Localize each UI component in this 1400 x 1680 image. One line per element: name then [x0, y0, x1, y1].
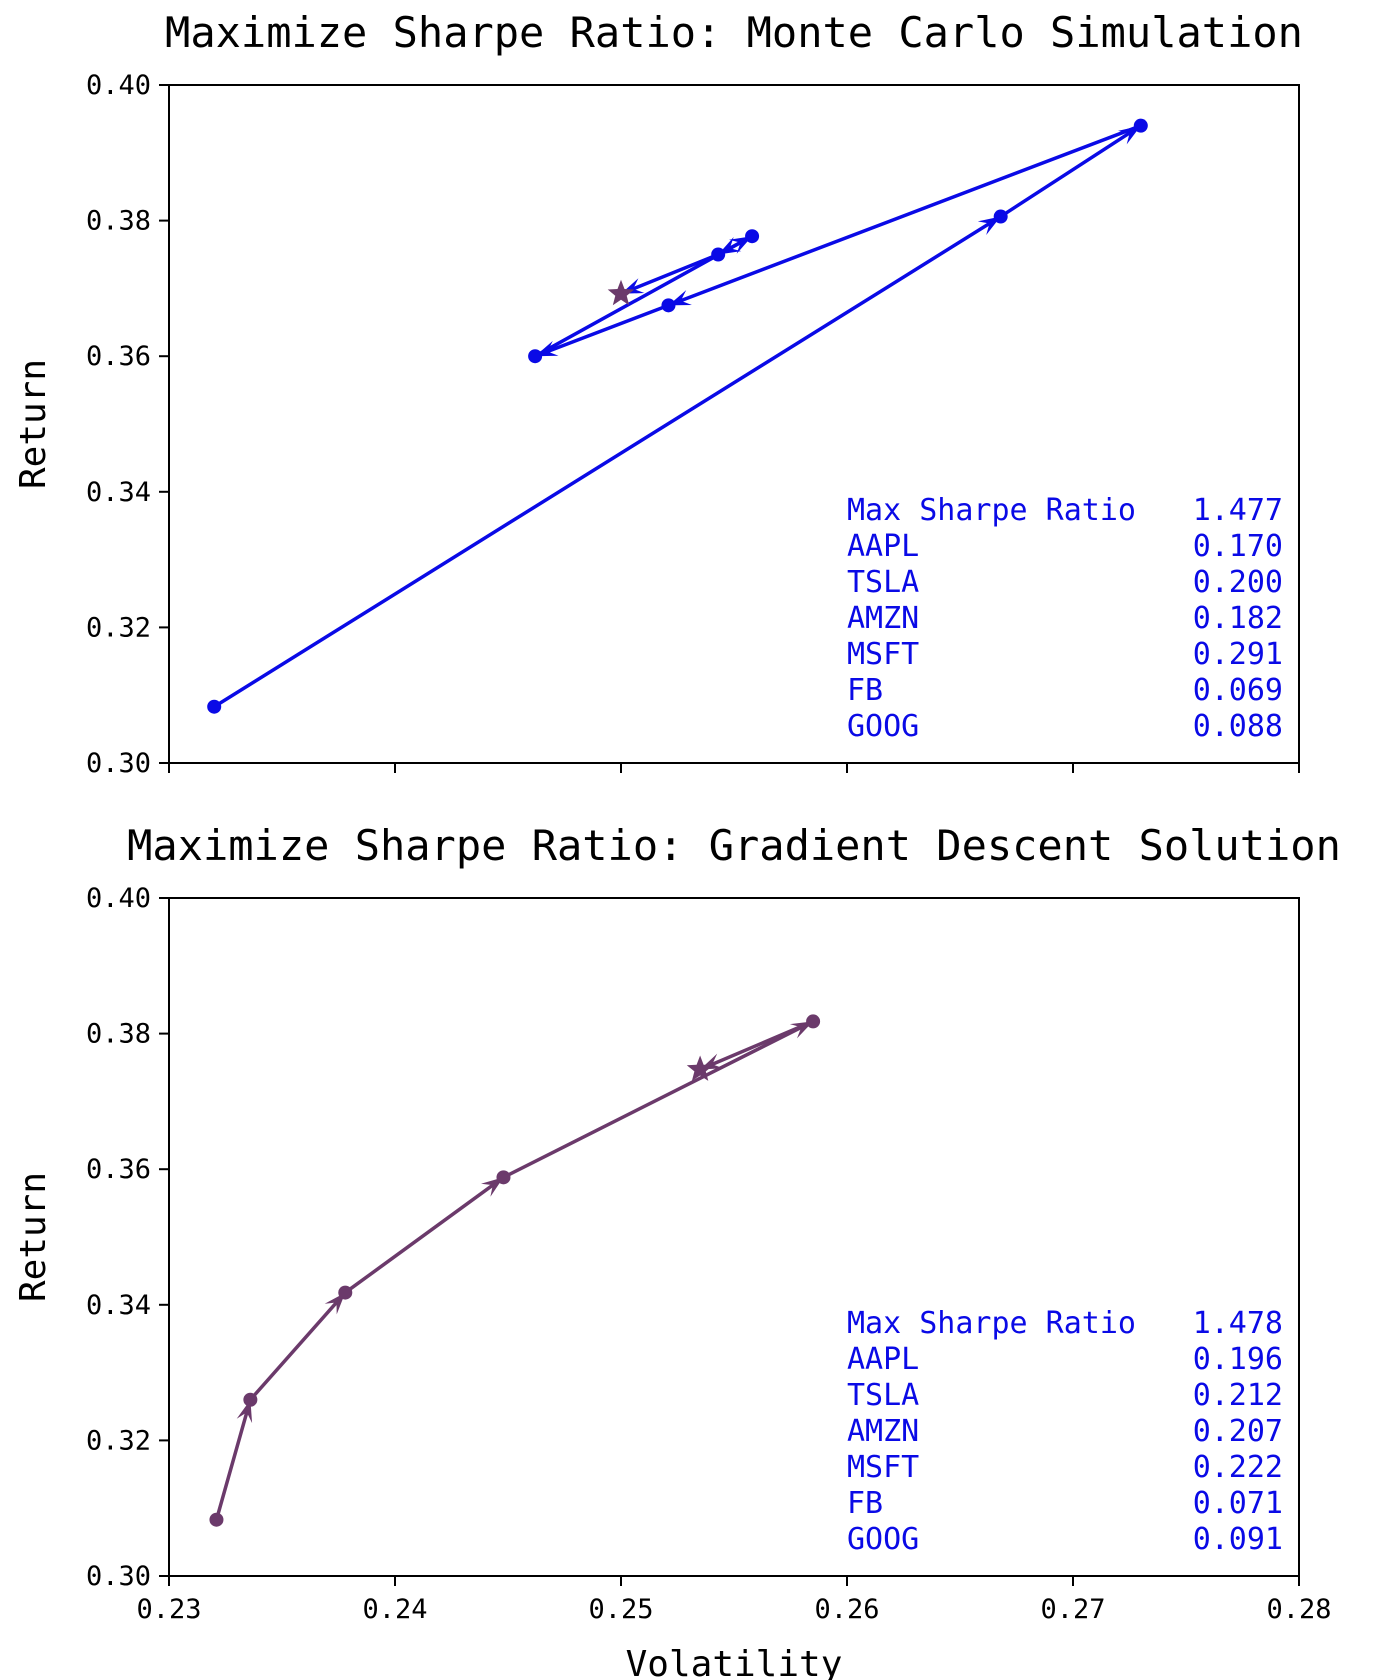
path-segment — [212, 214, 1003, 709]
chart-title: Maximize Sharpe Ratio: Gradient Descent … — [127, 821, 1341, 870]
path-point — [209, 1512, 224, 1527]
chart-title: Maximize Sharpe Ratio: Monte Carlo Simul… — [165, 8, 1303, 57]
stat-label: MSFT — [847, 1450, 919, 1485]
y-tick-label: 0.34 — [86, 477, 151, 508]
y-tick-label: 0.38 — [86, 206, 151, 237]
stat-label: MSFT — [847, 637, 919, 672]
stat-value: 1.477 — [1193, 493, 1283, 528]
path-point — [528, 349, 543, 364]
path-segment — [533, 303, 671, 358]
stat-label: AMZN — [847, 1414, 919, 1449]
path-point — [338, 1285, 353, 1300]
stat-label: Max Sharpe Ratio — [847, 1306, 1136, 1341]
stat-value: 0.200 — [1193, 565, 1283, 600]
optimum-star — [607, 279, 635, 306]
stat-label: FB — [847, 1486, 883, 1521]
x-tick-label: 0.24 — [362, 1594, 427, 1625]
stat-value: 0.291 — [1193, 637, 1283, 672]
stat-value: 0.071 — [1193, 1486, 1283, 1521]
x-axis-label: Volatility — [626, 1644, 843, 1680]
x-tick-label: 0.28 — [1266, 1594, 1331, 1625]
stat-value: 0.196 — [1193, 1342, 1283, 1377]
y-axis-label: Return — [13, 359, 54, 489]
stat-value: 0.170 — [1193, 529, 1283, 564]
stat-label: AAPL — [847, 529, 919, 564]
path-segment — [698, 1019, 815, 1072]
path-point — [1133, 118, 1148, 133]
y-tick-label: 0.32 — [86, 612, 151, 643]
path-point — [496, 1170, 511, 1185]
path-segment — [666, 123, 1143, 308]
monte-carlo-panel: Maximize Sharpe Ratio: Monte Carlo Simul… — [13, 8, 1303, 779]
y-axis-label: Return — [13, 1172, 54, 1302]
path-point — [993, 209, 1008, 224]
plot-frame — [168, 897, 1300, 1577]
stat-value: 0.212 — [1193, 1378, 1283, 1413]
path-point — [661, 298, 676, 313]
stat-value: 0.088 — [1193, 709, 1283, 744]
path-arrowhead — [481, 1177, 504, 1197]
path-point — [243, 1392, 258, 1407]
stat-label: AAPL — [847, 1342, 919, 1377]
y-tick-label: 0.38 — [86, 1019, 151, 1050]
path-segment — [998, 123, 1143, 219]
y-tick-label: 0.36 — [86, 1154, 151, 1185]
y-tick-label: 0.30 — [86, 748, 151, 779]
path-segment — [214, 1397, 253, 1522]
stat-value: 0.069 — [1193, 673, 1283, 708]
stat-label: GOOG — [847, 709, 919, 744]
stat-label: AMZN — [847, 601, 919, 636]
y-tick-label: 0.30 — [86, 1561, 151, 1592]
x-tick-label: 0.26 — [814, 1594, 879, 1625]
y-tick-label: 0.34 — [86, 1290, 151, 1321]
path-arrowhead — [977, 216, 1001, 235]
stat-value: 0.207 — [1193, 1414, 1283, 1449]
path-arrowhead — [324, 1292, 346, 1315]
stat-label: FB — [847, 673, 883, 708]
stat-value: 0.091 — [1193, 1522, 1283, 1557]
x-tick-label: 0.23 — [136, 1594, 201, 1625]
x-tick-label: 0.27 — [1040, 1594, 1105, 1625]
path-point — [711, 247, 726, 262]
gradient-descent-panel: Maximize Sharpe Ratio: Gradient Descent … — [13, 821, 1341, 1680]
path-segment — [343, 1175, 506, 1295]
x-tick-label: 0.25 — [588, 1594, 653, 1625]
path-point — [745, 229, 760, 244]
path-point — [207, 699, 222, 714]
y-tick-label: 0.40 — [86, 883, 151, 914]
y-tick-label: 0.40 — [86, 70, 151, 101]
path-point — [806, 1014, 821, 1029]
path-segment — [619, 252, 720, 296]
stat-value: 0.182 — [1193, 601, 1283, 636]
optimum-star — [686, 1055, 714, 1081]
stat-label: GOOG — [847, 1522, 919, 1557]
stat-label: TSLA — [847, 565, 919, 600]
path-arrowhead — [718, 237, 742, 255]
stat-label: TSLA — [847, 1378, 919, 1413]
y-tick-label: 0.36 — [86, 341, 151, 372]
y-tick-label: 0.32 — [86, 1425, 151, 1456]
path-segment — [248, 1290, 348, 1402]
path-segment — [501, 1019, 815, 1180]
stat-value: 1.478 — [1193, 1306, 1283, 1341]
plot-frame — [168, 84, 1300, 764]
stat-label: Max Sharpe Ratio — [847, 493, 1136, 528]
stat-value: 0.222 — [1193, 1450, 1283, 1485]
